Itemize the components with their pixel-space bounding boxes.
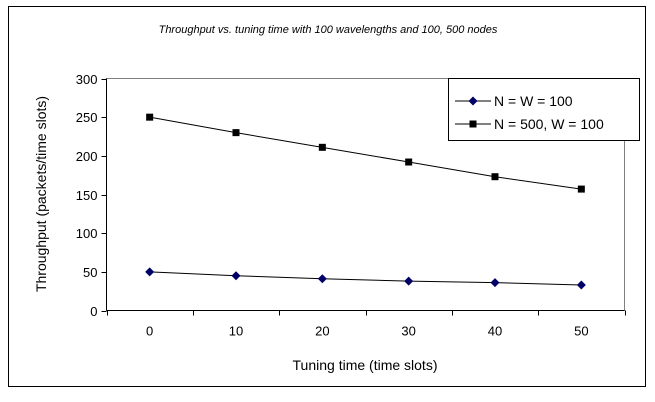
x-tick-label: 0	[146, 324, 153, 339]
legend-marker-1	[468, 96, 478, 106]
data-point-series-1	[404, 276, 414, 286]
series-line-2	[149, 116, 582, 190]
data-point-series-1	[317, 274, 327, 284]
data-point-series-1	[490, 278, 500, 288]
legend-marker-2	[469, 120, 477, 128]
data-point-series-2	[318, 143, 326, 151]
chart-title: Throughput vs. tuning time with 100 wave…	[159, 24, 498, 36]
y-ticks: 0 50 100 150 200 250 300	[76, 72, 107, 319]
data-point-series-2	[232, 129, 240, 137]
y-tick-label: 0	[90, 304, 97, 319]
series-layer	[145, 113, 586, 290]
y-tick-label: 50	[83, 265, 97, 280]
x-ticks: 0 10 20 30 40 50	[107, 310, 626, 339]
x-tick-label: 50	[574, 324, 588, 339]
y-tick-label: 300	[76, 72, 98, 87]
data-point-series-2	[577, 185, 585, 193]
data-point-series-1	[231, 271, 241, 281]
x-axis-label: Tuning time (time slots)	[293, 357, 438, 373]
x-tick-label: 20	[315, 324, 329, 339]
data-point-series-2	[146, 113, 154, 121]
legend-box	[448, 78, 640, 141]
data-point-series-2	[405, 158, 413, 166]
y-tick-label: 250	[76, 110, 98, 125]
y-tick-label: 100	[76, 226, 98, 241]
x-tick-label: 30	[401, 324, 415, 339]
y-tick-label: 200	[76, 149, 98, 164]
y-tick-label: 150	[76, 188, 98, 203]
y-axis-label: Throughput (packets/time slots)	[33, 96, 49, 292]
data-point-series-1	[145, 267, 155, 277]
data-point-series-1	[576, 280, 586, 290]
x-tick-label: 10	[229, 324, 243, 339]
data-point-series-2	[491, 173, 499, 181]
legend: N = W = 100 N = 500, W = 100	[448, 78, 640, 141]
x-tick-label: 40	[488, 324, 502, 339]
legend-label-2: N = 500, W = 100	[494, 116, 604, 132]
legend-label-1: N = W = 100	[494, 93, 573, 109]
series-line-1	[149, 271, 582, 286]
